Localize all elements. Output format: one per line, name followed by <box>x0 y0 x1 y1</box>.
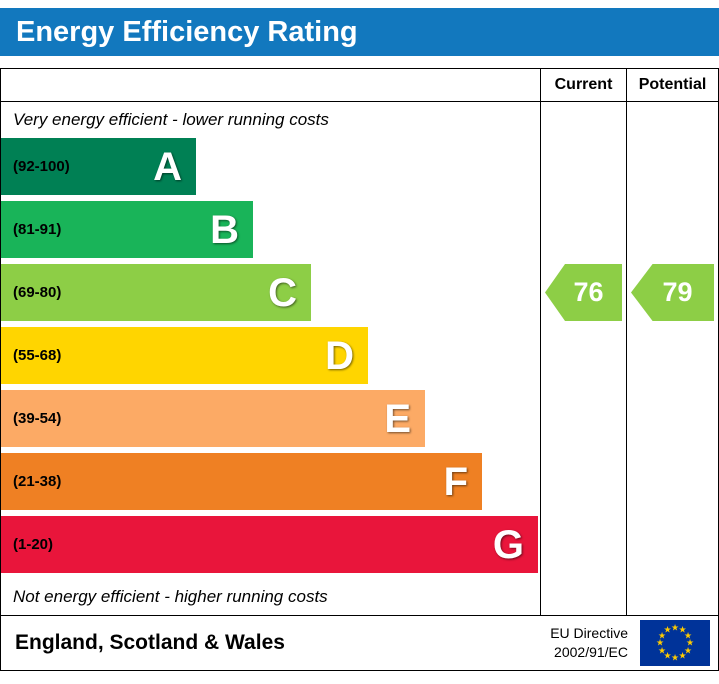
energy-efficiency-rating-chart: Energy Efficiency Rating Current Potenti… <box>0 8 719 671</box>
eu-star-icon: ★ <box>657 630 667 640</box>
eu-star-icon: ★ <box>663 624 672 635</box>
eu-directive-line2: 2002/91/EC <box>554 644 628 660</box>
band-g-letter: G <box>492 522 524 567</box>
eu-flag-icon: ★ ★ ★ ★ ★ ★ ★ ★ ★ ★ ★ ★ <box>640 620 710 666</box>
eu-star-icon: ★ <box>657 645 667 655</box>
current-rating-value: 76 <box>573 277 604 307</box>
bottom-note: Not energy efficient - higher running co… <box>13 587 328 606</box>
band-d-range: (55-68) <box>13 347 62 364</box>
band-d-letter: D <box>325 333 354 378</box>
eu-star-icon: ★ <box>670 622 680 633</box>
potential-column-header: Potential <box>626 69 718 102</box>
current-column: 76 <box>540 102 626 615</box>
band-f-range: (21-38) <box>13 473 62 490</box>
band-a: (92-100) A <box>1 138 196 195</box>
band-e: (39-54) E <box>1 390 425 447</box>
header-spacer <box>1 69 540 102</box>
bands-area: Very energy efficient - lower running co… <box>1 102 540 615</box>
band-b-range: (81-91) <box>13 221 62 238</box>
chart-box: Current Potential Very energy efficient … <box>0 68 719 671</box>
band-c-range: (69-80) <box>13 284 62 301</box>
band-g-range: (1-20) <box>13 536 54 553</box>
chart-grid: Current Potential Very energy efficient … <box>1 69 718 615</box>
potential-rating-arrow: 79 <box>631 264 714 321</box>
band-c: (69-80) C <box>1 264 311 321</box>
band-a-letter: A <box>153 144 182 189</box>
eu-star-icon: ★ <box>678 624 687 635</box>
eu-star-icon: ★ <box>678 650 687 661</box>
band-b-letter: B <box>210 207 239 252</box>
band-b: (81-91) B <box>1 201 253 258</box>
current-rating-arrow: 76 <box>545 264 622 321</box>
page-title: Energy Efficiency Rating <box>0 8 719 56</box>
band-d: (55-68) D <box>1 327 368 384</box>
eu-star-icon: ★ <box>685 637 695 648</box>
top-note: Very energy efficient - lower running co… <box>13 110 329 129</box>
band-f: (21-38) F <box>1 453 482 510</box>
band-g: (1-20) G <box>1 516 538 573</box>
eu-star-icon: ★ <box>655 637 665 648</box>
band-e-range: (39-54) <box>13 410 62 427</box>
band-e-letter: E <box>384 396 411 441</box>
potential-rating-value: 79 <box>662 277 693 307</box>
current-column-header: Current <box>540 69 626 102</box>
band-f-letter: F <box>443 459 468 504</box>
band-a-range: (92-100) <box>13 158 70 175</box>
potential-column: 79 <box>626 102 718 615</box>
chart-footer: England, Scotland & Wales EU Directive 2… <box>1 615 718 670</box>
eu-directive-label: EU Directive 2002/91/EC <box>550 624 628 662</box>
band-c-letter: C <box>268 270 297 315</box>
band-list: (92-100) A (81-91) B (69-80) C (55-68) D <box>1 134 540 581</box>
eu-directive-line1: EU Directive <box>550 625 628 642</box>
region-label: England, Scotland & Wales <box>15 631 285 654</box>
eu-star-icon: ★ <box>683 645 693 655</box>
eu-star-icon: ★ <box>683 630 693 640</box>
eu-star-icon: ★ <box>670 652 680 663</box>
eu-star-icon: ★ <box>663 650 672 661</box>
